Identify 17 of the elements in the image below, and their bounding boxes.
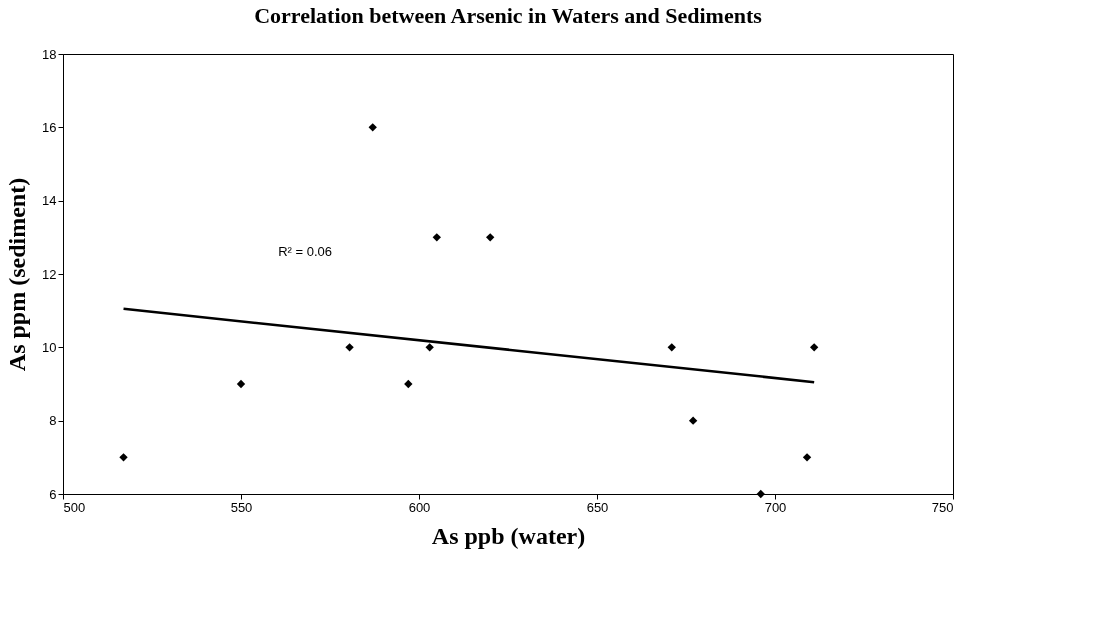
x-tick-label: 750 — [931, 499, 954, 515]
y-tick-label: 8 — [49, 413, 57, 429]
x-axis-title: As ppb (water) — [431, 522, 586, 549]
x-tick-label: 600 — [408, 499, 431, 515]
y-axis-title: As ppm (sediment) — [4, 177, 31, 372]
annotation: R² = 0.06 — [278, 244, 332, 259]
x-tick-label: 500 — [63, 499, 86, 515]
chart-title: Correlation between Arsenic in Waters and Sediments — [254, 3, 763, 28]
y-tick-label: 14 — [42, 193, 57, 209]
y-tick-label: 10 — [42, 339, 57, 355]
x-tick-label: 550 — [230, 499, 253, 515]
y-tick-label: 16 — [42, 119, 57, 135]
x-tick-label: 650 — [586, 499, 609, 515]
y-tick-label: 6 — [49, 486, 57, 502]
x-tick-label: 700 — [764, 499, 787, 515]
y-tick-label: 12 — [42, 266, 57, 282]
y-tick-label: 18 — [42, 46, 57, 62]
